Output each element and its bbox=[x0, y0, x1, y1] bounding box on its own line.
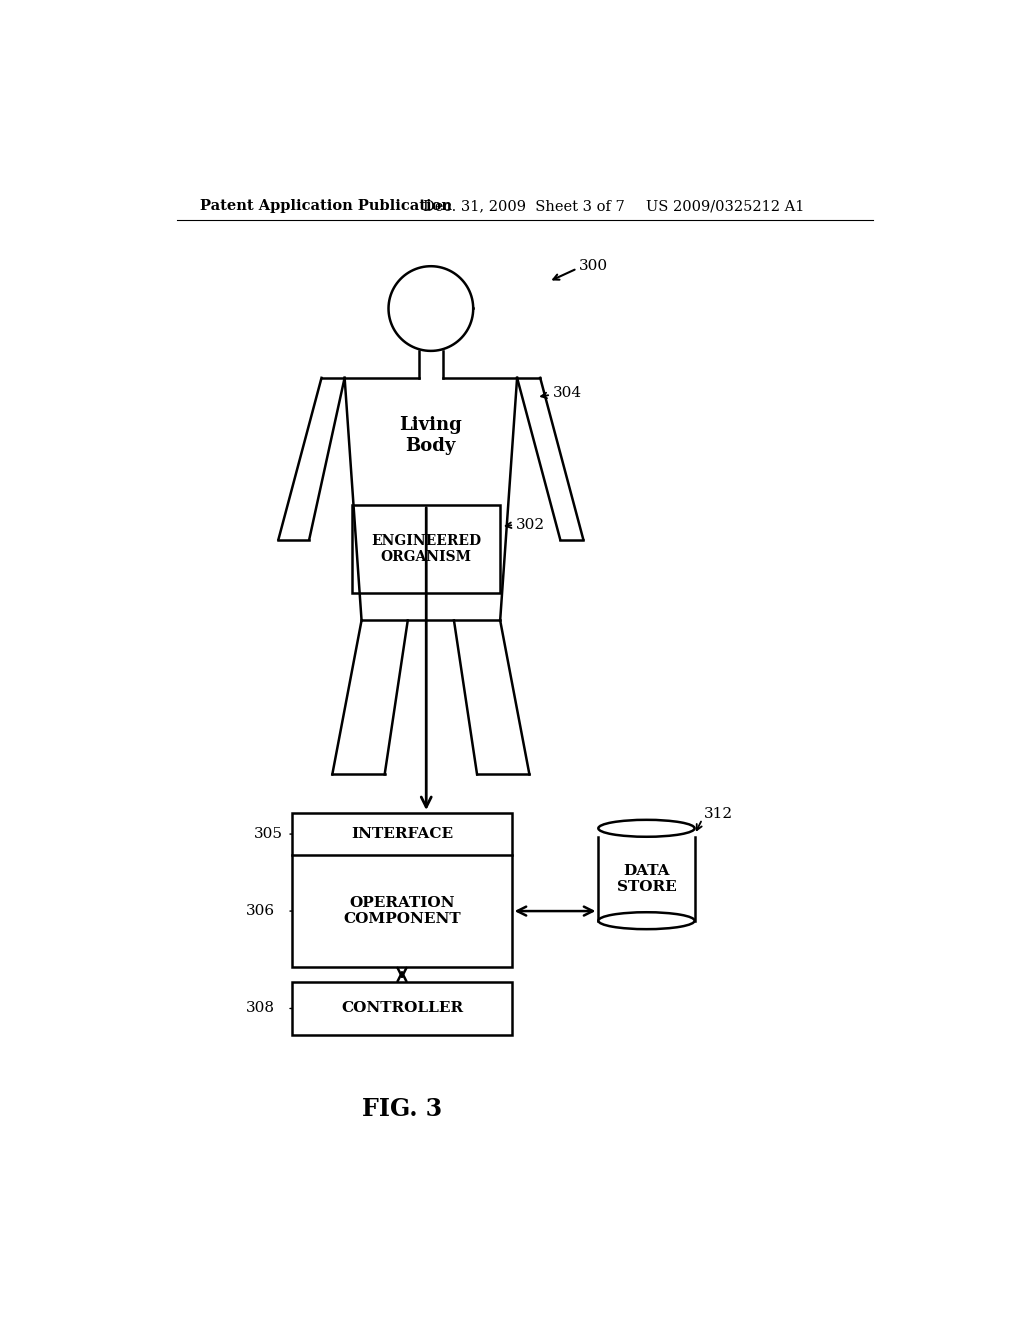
Text: 305: 305 bbox=[254, 828, 283, 841]
Text: FIG. 3: FIG. 3 bbox=[361, 1097, 441, 1122]
Text: DATA
STORE: DATA STORE bbox=[616, 863, 676, 894]
Bar bbox=[292, 982, 512, 1035]
Text: 304: 304 bbox=[553, 387, 582, 400]
Text: Living
Body: Living Body bbox=[399, 416, 462, 455]
Bar bbox=[598, 837, 694, 921]
Bar bbox=[292, 813, 512, 966]
Text: 308: 308 bbox=[246, 1002, 275, 1015]
Text: OPERATION
COMPONENT: OPERATION COMPONENT bbox=[343, 896, 461, 927]
Text: INTERFACE: INTERFACE bbox=[351, 828, 453, 841]
Ellipse shape bbox=[598, 820, 694, 837]
Bar bbox=[352, 506, 500, 594]
Text: Dec. 31, 2009  Sheet 3 of 7: Dec. 31, 2009 Sheet 3 of 7 bbox=[423, 199, 625, 213]
Text: Patent Application Publication: Patent Application Publication bbox=[200, 199, 452, 213]
Text: 306: 306 bbox=[246, 904, 275, 919]
Text: CONTROLLER: CONTROLLER bbox=[341, 1002, 463, 1015]
Text: US 2009/0325212 A1: US 2009/0325212 A1 bbox=[646, 199, 805, 213]
Text: 312: 312 bbox=[703, 808, 733, 821]
Text: 300: 300 bbox=[579, 259, 608, 273]
Text: ENGINEERED
ORGANISM: ENGINEERED ORGANISM bbox=[371, 535, 481, 564]
Ellipse shape bbox=[598, 912, 694, 929]
Text: 302: 302 bbox=[515, 517, 545, 532]
